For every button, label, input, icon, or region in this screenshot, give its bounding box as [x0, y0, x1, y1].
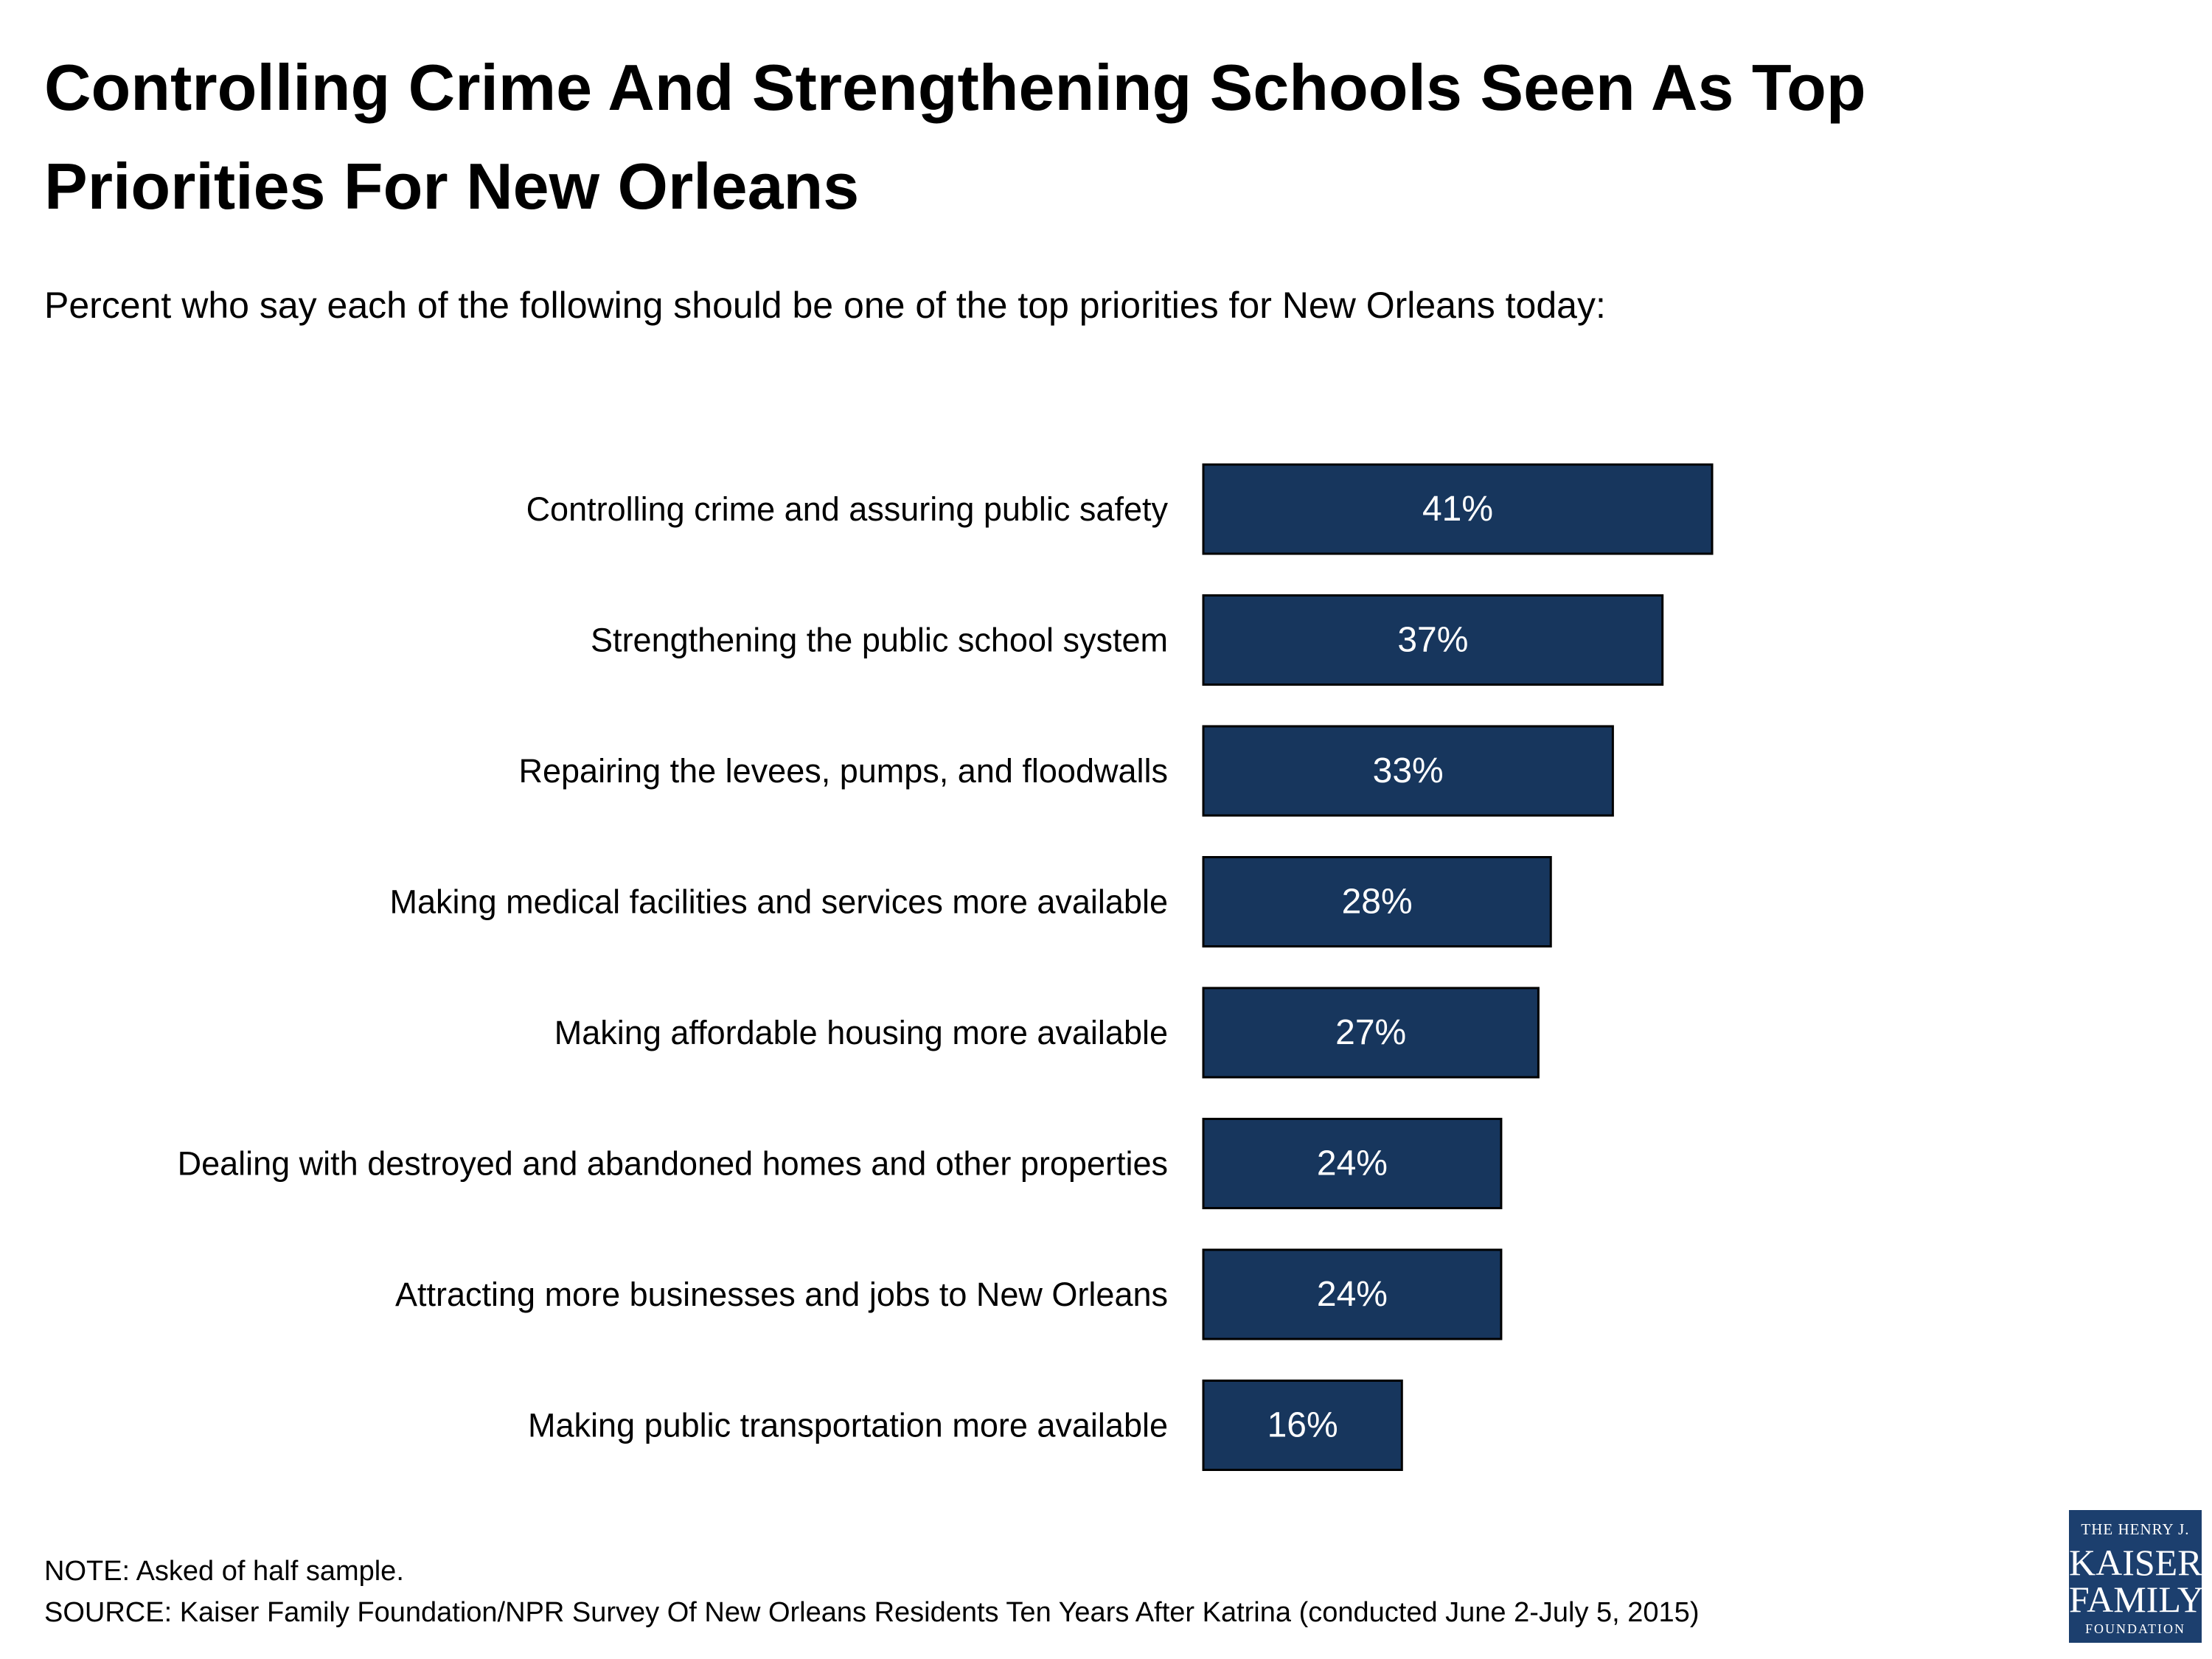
bar-2	[1202, 594, 1664, 686]
category-label-1: Controlling crime and assuring public sa…	[526, 490, 1169, 528]
logo-line-4: FOUNDATION	[2085, 1621, 2185, 1636]
logo-line-2: KAISER	[2069, 1542, 2202, 1583]
bar-value-label-8: 16%	[1267, 1406, 1338, 1445]
bar-value-label-1: 41%	[1422, 490, 1493, 529]
chart-title: Controlling Crime And Strengthening Scho…	[44, 51, 1866, 223]
footnote-note: NOTE: Asked of half sample.	[44, 1556, 404, 1587]
chart-subtitle: Percent who say each of the following sh…	[44, 285, 1606, 326]
bar-value-label-4: 28%	[1342, 883, 1413, 922]
bar-5	[1202, 987, 1540, 1079]
category-label-2: Strengthening the public school system	[591, 622, 1168, 659]
footnote-source: SOURCE: Kaiser Family Foundation/NPR Sur…	[44, 1597, 1700, 1628]
bar-6	[1202, 1118, 1503, 1209]
category-label-3: Repairing the levees, pumps, and floodwa…	[518, 752, 1168, 790]
logo-line-1: THE HENRY J.	[2081, 1520, 2190, 1538]
bar-value-label-5: 27%	[1335, 1013, 1406, 1052]
bar-chart: 41% Controlling crime and assuring public…	[178, 463, 1714, 1471]
logo-line-3: FAMILY	[2069, 1579, 2204, 1620]
bar-value-label-7: 24%	[1317, 1275, 1388, 1314]
bar-7	[1202, 1248, 1503, 1340]
category-label-8: Making public transportation more availa…	[528, 1407, 1168, 1444]
bar-value-label-6: 24%	[1317, 1144, 1388, 1183]
bar-value-label-2: 37%	[1397, 621, 1468, 660]
bar-8	[1202, 1380, 1403, 1471]
category-label-7: Attracting more businesses and jobs to N…	[395, 1276, 1168, 1313]
bar-value-label-3: 33%	[1373, 751, 1444, 790]
bar-3	[1202, 725, 1614, 817]
category-label-4: Making medical facilities and services m…	[390, 883, 1168, 921]
category-label-6: Dealing with destroyed and abandoned hom…	[178, 1145, 1168, 1183]
bar-4	[1202, 856, 1552, 947]
category-label-5: Making affordable housing more available	[554, 1014, 1168, 1051]
kff-logo: THE HENRY J. KAISER FAMILY FOUNDATION	[2069, 1510, 2204, 1643]
bar-1	[1202, 463, 1714, 555]
